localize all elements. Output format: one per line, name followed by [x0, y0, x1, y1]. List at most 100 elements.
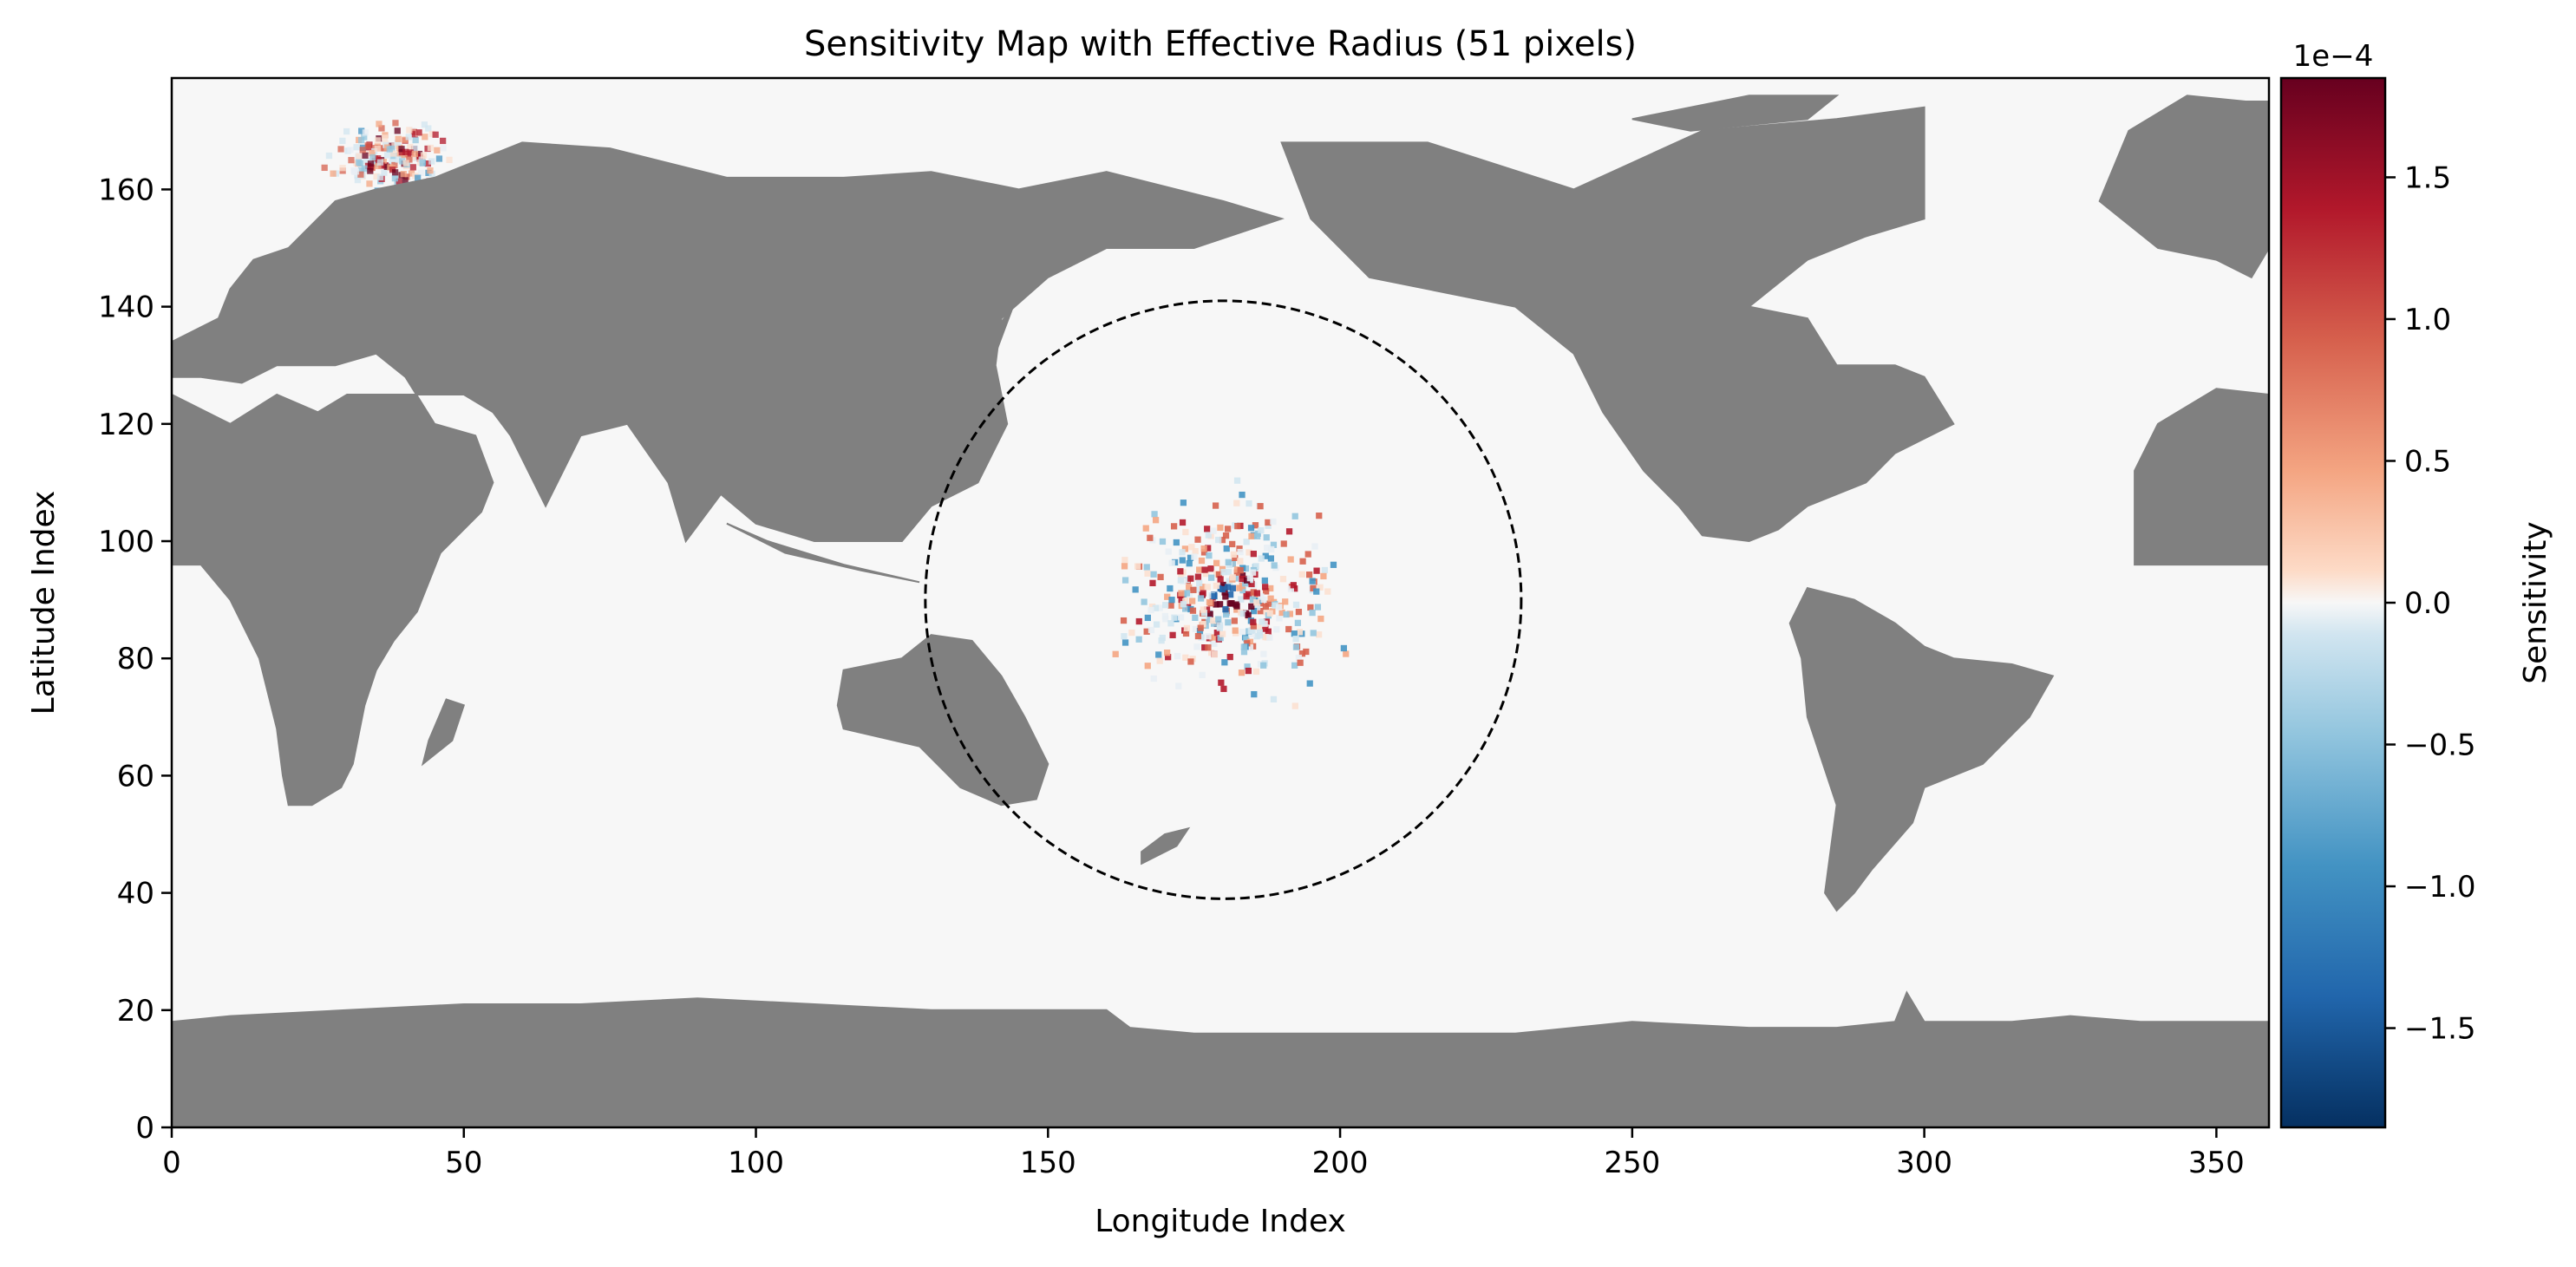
- sensitivity-cell: [1288, 556, 1294, 562]
- sensitivity-cell: [1191, 553, 1197, 559]
- sensitivity-cell: [377, 160, 383, 166]
- sensitivity-cell: [1285, 626, 1291, 632]
- sensitivity-cell: [1153, 517, 1159, 523]
- x-axis-ticks: 0 50 100 150 200 250 300 350: [162, 1127, 2245, 1180]
- sensitivity-cell: [322, 165, 328, 171]
- sensitivity-cell: [1213, 583, 1219, 589]
- x-tick-label: 150: [1020, 1146, 1076, 1180]
- sensitivity-cell: [1180, 500, 1187, 506]
- sensitivity-cell: [1232, 617, 1238, 624]
- chart-title: Sensitivity Map with Effective Radius (5…: [804, 24, 1637, 64]
- sensitivity-cell: [1313, 568, 1319, 574]
- sensitivity-cell: [1180, 519, 1186, 526]
- sensitivity-cell: [1187, 576, 1193, 582]
- sensitivity-cell: [1141, 598, 1147, 604]
- sensitivity-cell: [1299, 571, 1305, 578]
- colorbar-offset-text: 1e−4: [2293, 39, 2374, 74]
- sensitivity-cell: [1253, 669, 1259, 675]
- sensitivity-cell: [1200, 545, 1206, 552]
- sensitivity-cell: [1320, 573, 1326, 579]
- sensitivity-cell: [1184, 625, 1190, 631]
- sensitivity-cell: [1174, 539, 1180, 545]
- sensitivity-cell: [1195, 633, 1201, 639]
- sensitivity-cell: [1187, 658, 1193, 664]
- sensitivity-cell: [1218, 576, 1224, 582]
- sensitivity-cell: [1205, 633, 1211, 639]
- sensitivity-cell: [422, 134, 428, 140]
- sensitivity-cell: [1155, 651, 1161, 657]
- sensitivity-cell: [387, 146, 393, 152]
- sensitivity-cell: [1225, 526, 1231, 532]
- sensitivity-cell: [1220, 686, 1226, 692]
- sensitivity-cell: [1212, 651, 1218, 657]
- sensitivity-cell: [1234, 523, 1240, 529]
- sensitivity-cell: [382, 134, 388, 140]
- sensitivity-cell: [1144, 571, 1150, 577]
- sensitivity-cell: [1178, 614, 1184, 620]
- sensitivity-cell: [1198, 595, 1204, 601]
- sensitivity-cell: [1313, 588, 1319, 594]
- sensitivity-cell: [1167, 585, 1173, 591]
- sensitivity-cell: [1292, 702, 1298, 709]
- sensitivity-cell: [1182, 529, 1188, 535]
- sensitivity-cell: [1213, 502, 1219, 508]
- sensitivity-cell: [1184, 590, 1190, 596]
- sensitivity-cell: [1133, 586, 1139, 592]
- sensitivity-cell: [1168, 603, 1174, 609]
- y-tick-label: 160: [98, 173, 154, 207]
- x-tick-label: 350: [2188, 1146, 2245, 1180]
- colorbar-tick-label: −1.5: [2404, 1012, 2476, 1047]
- sensitivity-cell: [1260, 663, 1266, 669]
- sensitivity-cell: [376, 121, 382, 127]
- sensitivity-cell: [1233, 603, 1239, 609]
- sensitivity-cell: [1237, 558, 1243, 564]
- colorbar-tick-label: −1.0: [2404, 870, 2476, 905]
- sensitivity-cell: [1254, 533, 1260, 539]
- sensitivity-cell: [1291, 582, 1297, 588]
- sensitivity-cell: [1151, 511, 1157, 517]
- sensitivity-cell: [360, 147, 366, 153]
- sensitivity-cell: [1195, 574, 1201, 580]
- sensitivity-cell: [395, 127, 401, 134]
- sensitivity-cell: [1196, 566, 1202, 572]
- sensitivity-cell: [1166, 548, 1172, 554]
- sensitivity-cell: [428, 158, 435, 164]
- sensitivity-cell: [1179, 549, 1185, 555]
- sensitivity-cell: [396, 136, 402, 142]
- sensitivity-cell: [1198, 624, 1204, 630]
- sensitivity-cell: [343, 128, 350, 134]
- sensitivity-cell: [1260, 651, 1266, 657]
- sensitivity-cell: [421, 152, 427, 158]
- y-tick-label: 40: [117, 877, 154, 911]
- sensitivity-cell: [353, 144, 359, 150]
- colorbar-tick-label: −0.5: [2404, 728, 2476, 763]
- sensitivity-cell: [402, 160, 409, 166]
- sensitivity-cell: [1162, 602, 1168, 608]
- sensitivity-cell: [412, 151, 418, 157]
- sensitivity-cell: [356, 153, 362, 160]
- sensitivity-cell: [1324, 588, 1330, 594]
- sensitivity-cell: [1121, 633, 1127, 639]
- sensitivity-cell: [369, 154, 376, 160]
- sensitivity-cell: [1292, 513, 1298, 519]
- sensitivity-cell: [1296, 609, 1302, 615]
- sensitivity-cell: [1246, 500, 1252, 506]
- sensitivity-cell: [422, 121, 428, 127]
- sensitivity-cell: [1122, 639, 1128, 645]
- sensitivity-cell: [1250, 619, 1256, 625]
- y-tick-label: 20: [117, 994, 154, 1029]
- sensitivity-cell: [1317, 616, 1324, 622]
- sensitivity-cell: [1225, 619, 1231, 625]
- sensitivity-cell: [1291, 663, 1298, 669]
- sensitivity-cell: [1292, 636, 1298, 642]
- sensitivity-cell: [1174, 653, 1180, 659]
- sensitivity-cell: [1171, 523, 1177, 529]
- sensitivity-cell: [337, 146, 343, 152]
- sensitivity-cell: [1157, 657, 1163, 663]
- y-tick-label: 60: [117, 759, 154, 794]
- sensitivity-cell: [1199, 558, 1205, 564]
- sensitivity-cell: [1248, 533, 1254, 539]
- sensitivity-cell: [1177, 568, 1183, 574]
- sensitivity-cell: [1276, 615, 1282, 621]
- sensitivity-cell: [1316, 631, 1322, 637]
